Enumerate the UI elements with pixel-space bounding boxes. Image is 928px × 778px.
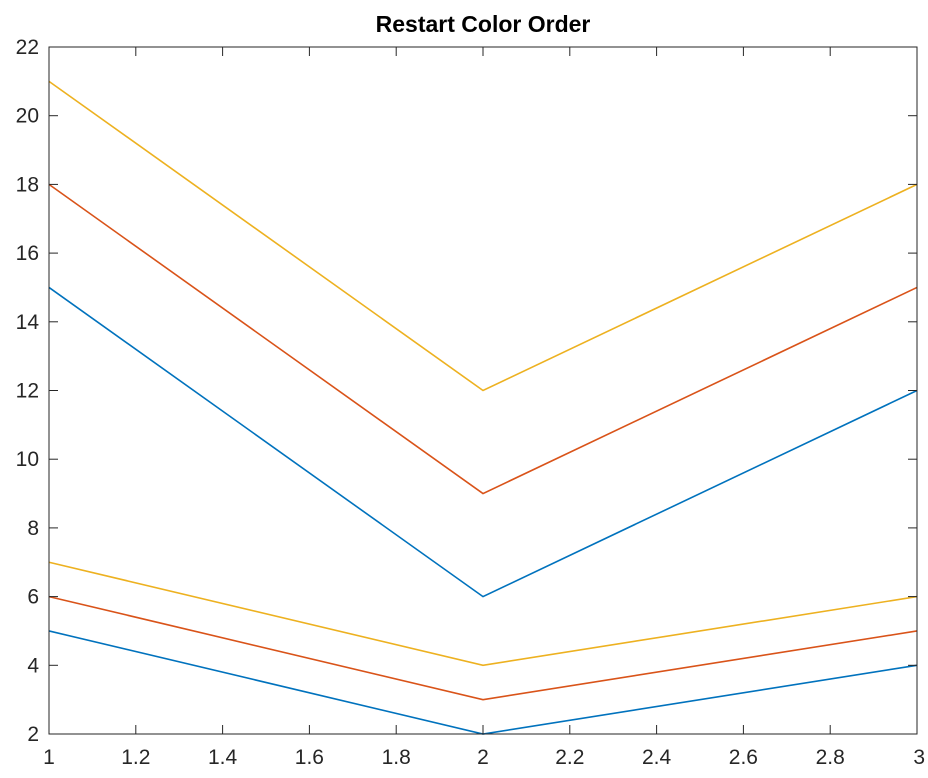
x-tick-label: 2.4 bbox=[642, 746, 672, 769]
x-tick-label: 1.4 bbox=[208, 746, 238, 769]
axes-box bbox=[48, 46, 918, 735]
series-line-5 bbox=[48, 183, 918, 495]
y-tick-label: 6 bbox=[27, 586, 39, 609]
x-tick-label: 1.6 bbox=[295, 746, 324, 769]
x-tick-label: 1.2 bbox=[121, 746, 150, 769]
y-tick-label: 2 bbox=[27, 723, 39, 746]
series-line-2 bbox=[48, 595, 918, 701]
series-line-6 bbox=[48, 80, 918, 392]
x-tick-label: 1.8 bbox=[382, 746, 411, 769]
y-tick-label: 12 bbox=[16, 380, 39, 403]
x-tick-label: 2 bbox=[477, 746, 489, 769]
y-tick-labels: 2 4 6 8 10 12 14 16 18 20 22 bbox=[16, 36, 40, 746]
y-tick-label: 8 bbox=[27, 517, 39, 540]
x-tick-label: 2.8 bbox=[816, 746, 845, 769]
y-tick-label: 22 bbox=[16, 36, 39, 59]
x-tick-label: 3 bbox=[913, 746, 925, 769]
series-line-3 bbox=[48, 561, 918, 667]
y-tick-label: 20 bbox=[16, 105, 39, 128]
y-tick-label: 14 bbox=[16, 311, 40, 334]
y-tick-label: 16 bbox=[16, 242, 39, 265]
x-tick-labels: 1 1.2 1.4 1.6 1.8 2 2.2 2.4 2.6 2.8 3 bbox=[43, 746, 925, 769]
x-tick-label: 2.2 bbox=[555, 746, 584, 769]
y-tick-label: 4 bbox=[27, 654, 39, 677]
x-tick-label: 1 bbox=[43, 746, 55, 769]
series-lines bbox=[48, 80, 918, 735]
series-line-4 bbox=[48, 286, 918, 598]
series-line-1 bbox=[48, 630, 918, 735]
chart-title: Restart Color Order bbox=[376, 11, 591, 37]
x-tick-label: 2.6 bbox=[729, 746, 758, 769]
y-tick-label: 18 bbox=[16, 173, 39, 196]
y-tick-label: 10 bbox=[16, 448, 39, 471]
